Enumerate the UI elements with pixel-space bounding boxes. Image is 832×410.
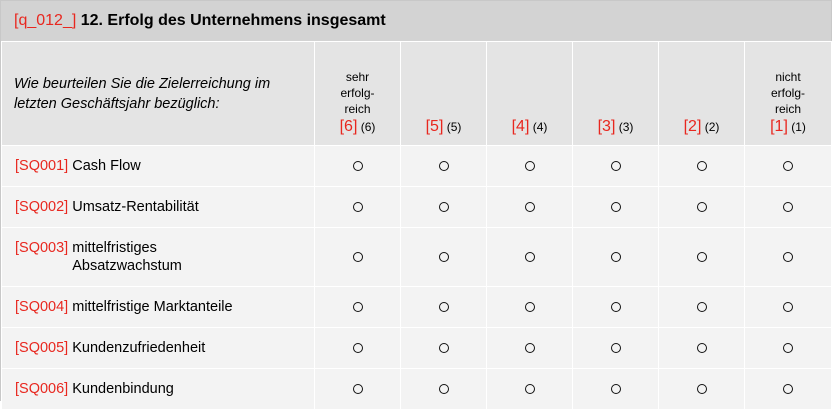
question-title: 12. Erfolg des Unternehmens insgesamt	[80, 12, 386, 29]
table-row: [SQ005] Kundenzufriedenheit	[1, 327, 832, 369]
radio-button[interactable]	[610, 383, 621, 394]
question-code: [q_012_]	[14, 12, 77, 29]
row-label: [SQ002] Umsatz-Rentabilität	[1, 186, 315, 228]
row-code: [SQ004]	[15, 299, 69, 315]
row-code: [SQ003]	[15, 240, 69, 256]
radio-button[interactable]	[438, 201, 449, 212]
radio-button[interactable]	[524, 301, 535, 312]
radio-button[interactable]	[524, 383, 535, 394]
answer-matrix: Wie beurteilen Sie die Zielerreichung im…	[1, 41, 832, 410]
radio-button[interactable]	[352, 201, 363, 212]
radio-button[interactable]	[783, 251, 793, 262]
radio-button[interactable]	[696, 160, 707, 171]
row-label: [SQ004] mittelfristige Marktanteile	[1, 286, 315, 328]
radio-button[interactable]	[352, 342, 363, 353]
radio-button[interactable]	[438, 160, 449, 171]
question-title-bar: [q_012_] 12. Erfolg des Unternehmens ins…	[1, 1, 831, 41]
radio-button[interactable]	[696, 201, 707, 212]
radio-button[interactable]	[696, 342, 707, 353]
column-code: [4]	[511, 118, 530, 135]
row-code: [SQ005]	[15, 340, 69, 356]
radio-button[interactable]	[352, 301, 363, 312]
radio-button[interactable]	[610, 342, 621, 353]
row-text: mittelfristiges Absatzwachstum	[72, 240, 182, 274]
matrix-header-row: Wie beurteilen Sie die Zielerreichung im…	[1, 41, 832, 146]
question-prompt: Wie beurteilen Sie die Zielerreichung im…	[1, 41, 315, 146]
radio-button[interactable]	[696, 251, 707, 262]
row-label: [SQ006] Kundenbindung	[1, 368, 315, 410]
row-text: Cash Flow	[72, 158, 141, 174]
column-value: (2)	[704, 120, 720, 134]
row-text: Kundenzufriedenheit	[72, 340, 206, 356]
column-header-3: [3] (3)	[572, 41, 659, 146]
radio-button[interactable]	[352, 160, 363, 171]
radio-button[interactable]	[610, 251, 621, 262]
column-label: nicht erfolg-reich	[770, 70, 805, 116]
radio-button[interactable]	[352, 251, 363, 262]
column-value: (1)	[791, 120, 806, 134]
radio-button[interactable]	[610, 201, 621, 212]
table-row: [SQ006] Kundenbindung	[1, 368, 832, 410]
row-text: Umsatz-Rentabilität	[72, 199, 199, 215]
table-row: [SQ002] Umsatz-Rentabilität	[1, 186, 832, 228]
row-label: [SQ001] Cash Flow	[1, 145, 315, 187]
column-code: [3]	[597, 118, 616, 135]
radio-button[interactable]	[610, 160, 621, 171]
column-value: (4)	[532, 120, 548, 134]
column-header-2: [2] (2)	[658, 41, 745, 146]
radio-button[interactable]	[438, 383, 449, 394]
radio-button[interactable]	[524, 251, 535, 262]
column-value: (3)	[618, 120, 634, 134]
radio-button[interactable]	[438, 251, 449, 262]
radio-button[interactable]	[610, 301, 621, 312]
column-header-6: sehr erfolg-reich [6] (6)	[314, 41, 401, 146]
radio-button[interactable]	[783, 342, 793, 353]
radio-button[interactable]	[783, 201, 793, 212]
column-header-1: nicht erfolg-reich [1] (1)	[744, 41, 832, 146]
radio-button[interactable]	[438, 301, 449, 312]
row-text: Kundenbindung	[72, 381, 174, 397]
table-row: [SQ003] mittelfristiges Absatzwachstum	[1, 227, 832, 287]
row-label: [SQ005] Kundenzufriedenheit	[1, 327, 315, 369]
table-row: [SQ004] mittelfristige Marktanteile	[1, 286, 832, 328]
column-value: (6)	[360, 120, 376, 134]
radio-button[interactable]	[783, 160, 793, 171]
radio-button[interactable]	[524, 160, 535, 171]
radio-button[interactable]	[783, 383, 793, 394]
column-value: (5)	[446, 120, 462, 134]
row-code: [SQ001]	[15, 158, 69, 174]
radio-button[interactable]	[352, 383, 363, 394]
column-header-4: [4] (4)	[486, 41, 573, 146]
column-code: [1]	[770, 118, 788, 135]
radio-button[interactable]	[696, 383, 707, 394]
column-label: sehr erfolg-reich	[340, 70, 375, 116]
column-code: [6]	[339, 118, 358, 135]
column-code: [2]	[683, 118, 702, 135]
radio-button[interactable]	[696, 301, 707, 312]
row-code: [SQ002]	[15, 199, 69, 215]
table-row: [SQ001] Cash Flow	[1, 145, 832, 187]
row-label: [SQ003] mittelfristiges Absatzwachstum	[1, 227, 315, 287]
radio-button[interactable]	[524, 201, 535, 212]
column-header-5: [5] (5)	[400, 41, 487, 146]
radio-button[interactable]	[438, 342, 449, 353]
radio-button[interactable]	[783, 301, 793, 312]
row-text: mittelfristige Marktanteile	[72, 299, 233, 315]
column-code: [5]	[425, 118, 444, 135]
row-code: [SQ006]	[15, 381, 69, 397]
radio-button[interactable]	[524, 342, 535, 353]
